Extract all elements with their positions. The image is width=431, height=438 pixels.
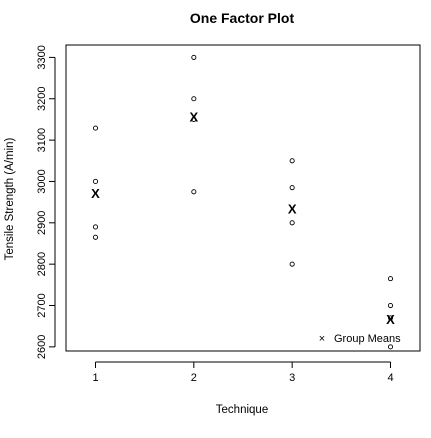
chart-title: One Factor Plot [190, 10, 295, 26]
group-mean-marker: X [288, 202, 297, 217]
y-tick-label: 2800 [36, 252, 48, 276]
x-axis-title: Technique [216, 404, 268, 416]
y-tick-label: 3200 [36, 87, 48, 111]
data-point [191, 96, 197, 102]
data-point [191, 116, 197, 122]
group-mean-marker: X [386, 312, 395, 327]
data-point [387, 276, 394, 282]
data-point [92, 178, 99, 185]
data-point [92, 224, 99, 230]
legend: × Group Means [319, 333, 401, 345]
data-point [387, 315, 394, 321]
data-point [92, 125, 99, 131]
y-tick-label: 2600 [36, 335, 48, 359]
group-mean-marker: X [91, 186, 100, 201]
legend-label: Group Means [334, 333, 401, 345]
legend-symbol: × [319, 333, 325, 345]
y-tick-label: 2700 [36, 293, 48, 317]
x-axis: 1 2 3 4 [92, 361, 394, 384]
data-points: X X X X [91, 54, 395, 350]
y-axis: 2600 2700 2800 2900 3000 3100 3200 3300 [36, 45, 56, 359]
data-point [191, 189, 197, 195]
data-point [387, 302, 394, 309]
group-mean-marker: X [189, 109, 198, 124]
data-point [289, 185, 295, 191]
plot-area-frame [65, 44, 421, 352]
data-point [387, 344, 394, 350]
y-axis-title: Tensile Strength (A/min) [4, 137, 16, 260]
x-tick-label: 1 [92, 372, 98, 384]
data-point [92, 234, 99, 240]
data-point [289, 261, 295, 267]
y-tick-label: 3000 [36, 169, 48, 193]
y-tick-label: 3300 [36, 45, 48, 69]
y-tick-label: 3100 [36, 128, 48, 152]
data-point [289, 158, 295, 164]
data-point [191, 54, 197, 60]
data-point [289, 220, 295, 226]
x-tick-label: 2 [191, 372, 197, 384]
x-tick-label: 4 [387, 372, 393, 384]
y-tick-label: 2900 [36, 211, 48, 235]
x-tick-label: 3 [289, 372, 295, 384]
